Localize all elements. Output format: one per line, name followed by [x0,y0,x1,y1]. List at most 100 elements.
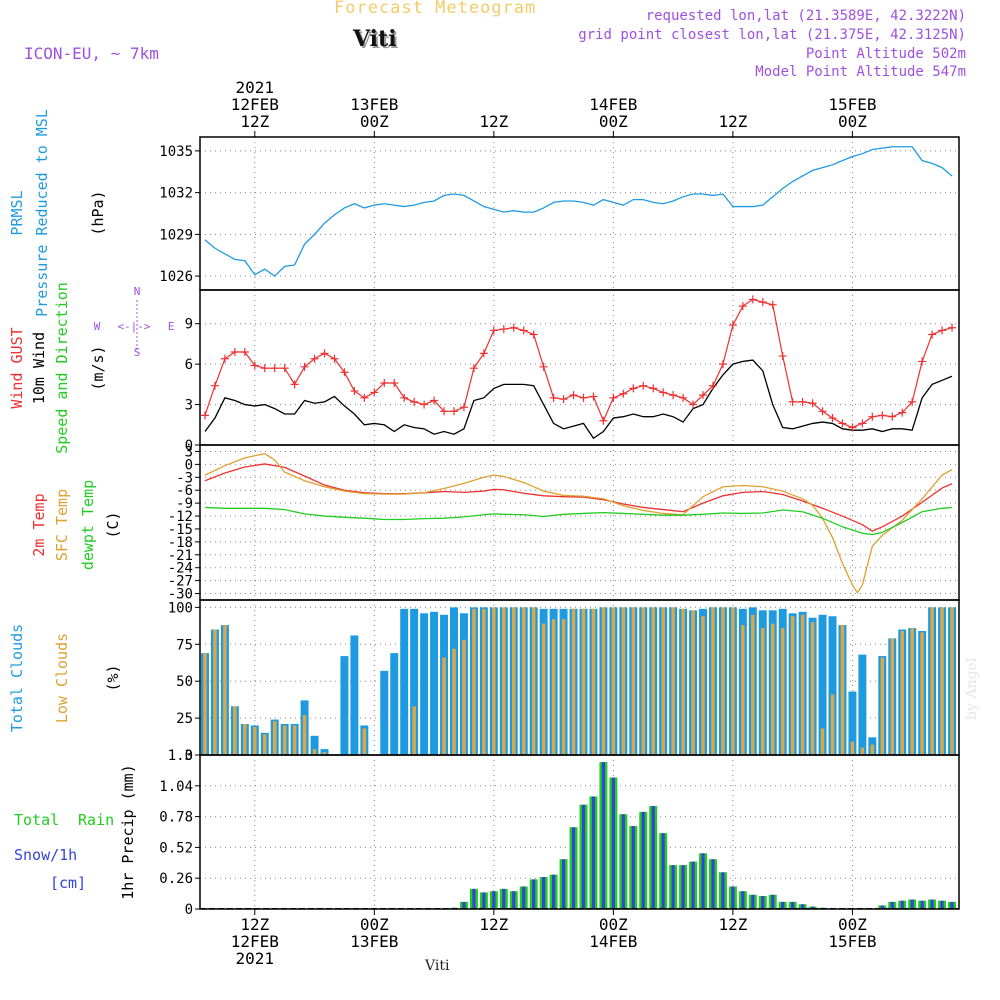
panel-frame [199,289,960,446]
gust-marker [489,326,498,335]
gust-marker [718,360,727,369]
gust-marker [549,393,558,402]
snow-bar [532,879,536,909]
y-label-c: (C) [104,511,122,538]
low-cloud-bar [233,706,237,755]
y-label-hpa: (hPa) [89,190,107,235]
low-cloud-bar [482,608,486,755]
gust-marker [679,393,688,402]
low-cloud-bar [551,619,556,755]
y-label-pressure: Pressure Reduced to MSL [33,109,51,317]
low-cloud-bar [591,608,596,755]
y-tick-label: -21 [168,548,193,564]
total-cloud-bar [848,691,857,755]
low-cloud-bar [810,622,815,755]
time-label-bottom: 12Z [479,915,508,934]
low-cloud-bar [531,607,536,755]
gust-marker [430,396,439,405]
y-label-pct: (%) [104,664,122,691]
total-cloud-bar [400,608,409,755]
y-label-sfc: SFC Temp [53,489,71,561]
gust-marker [728,321,737,330]
low-cloud-bar [950,607,954,755]
gust-marker [479,349,488,358]
low-cloud-bar [711,607,715,755]
y-label-precip: 1hr Precip (mm) [119,764,137,899]
low-cloud-bar [761,628,765,755]
y-tick-label: 1035 [159,144,193,160]
snow-bar [810,906,815,909]
snow-bar [910,899,914,909]
low-cloud-bar [282,725,287,755]
gust-marker [539,362,548,371]
total-cloud-bar [818,614,827,755]
low-cloud-bar [890,638,895,755]
total-cloud-bar [410,608,419,755]
snow-bar [462,901,466,909]
low-cloud-bar [243,724,247,755]
point-altitude: Point Altitude 502m [805,46,966,62]
gust-marker [838,419,847,428]
low-cloud-bar [830,694,835,755]
time-label-top: 12Z [718,112,747,131]
gust-marker [350,387,359,396]
gust-marker [200,411,209,420]
gust-marker [360,393,369,402]
low-cloud-bar [940,607,944,755]
gust-marker [778,352,787,361]
gust-marker [230,348,239,356]
gust-marker [758,298,767,307]
low-cloud-bar [292,725,297,755]
requested-coords: requested lon,lat (21.3589E, 42.3222N) [645,8,966,24]
snow-bar [542,877,546,909]
snow-bar [741,891,745,909]
y-tick-label: -3 [176,470,193,486]
gust-marker [569,391,578,400]
gust-marker [828,414,837,423]
y-tick-label: -12 [168,509,193,525]
compass-s: S [134,346,141,359]
y-tick-label: 0 [185,902,193,918]
2m-temp-line [204,463,953,532]
time-label-top: 13FEB [350,95,398,114]
y-label-dewpt: dewpt Temp [79,480,97,570]
snow-bar [611,777,615,909]
y-label-low-clouds: Low Clouds [53,633,71,723]
time-label-top: 15FEB [828,95,876,114]
snow-bar [701,853,705,909]
gust-line [204,298,953,429]
y-tick-label: 50 [176,674,193,690]
model-altitude: Model Point Altitude 547m [755,64,966,80]
low-cloud-bar [930,607,934,755]
label-snow: Snow/1h [14,846,77,864]
panel-frame [199,444,960,601]
y-tick-label: 1032 [159,186,193,202]
y-label-2m: 2m Temp [30,493,48,556]
time-label-bottom: 00Z [838,915,867,934]
low-cloud-bar [661,607,665,755]
total-cloud-bar [420,613,429,755]
gust-marker [509,323,518,332]
gust-marker [619,389,628,398]
low-cloud-bar [262,734,267,755]
gust-marker [868,412,877,421]
low-cloud-bar [850,741,855,755]
compass-w: W [94,320,101,333]
gust-marker [738,302,747,311]
time-label-bottom: 00Z [360,915,389,934]
total-cloud-bar [350,635,359,755]
low-cloud-bar [541,623,546,755]
low-cloud-bar [611,607,616,755]
gust-marker [300,362,309,371]
gust-marker [659,388,668,397]
low-cloud-bar [751,614,755,755]
gust-marker [579,393,588,402]
total-cloud-bar [430,611,439,755]
snow-bar [581,804,586,909]
gust-marker [639,381,648,390]
low-cloud-bar [253,726,257,755]
low-cloud-bar [322,752,327,755]
gust-marker [798,397,807,406]
time-label-top: 00Z [838,112,867,131]
